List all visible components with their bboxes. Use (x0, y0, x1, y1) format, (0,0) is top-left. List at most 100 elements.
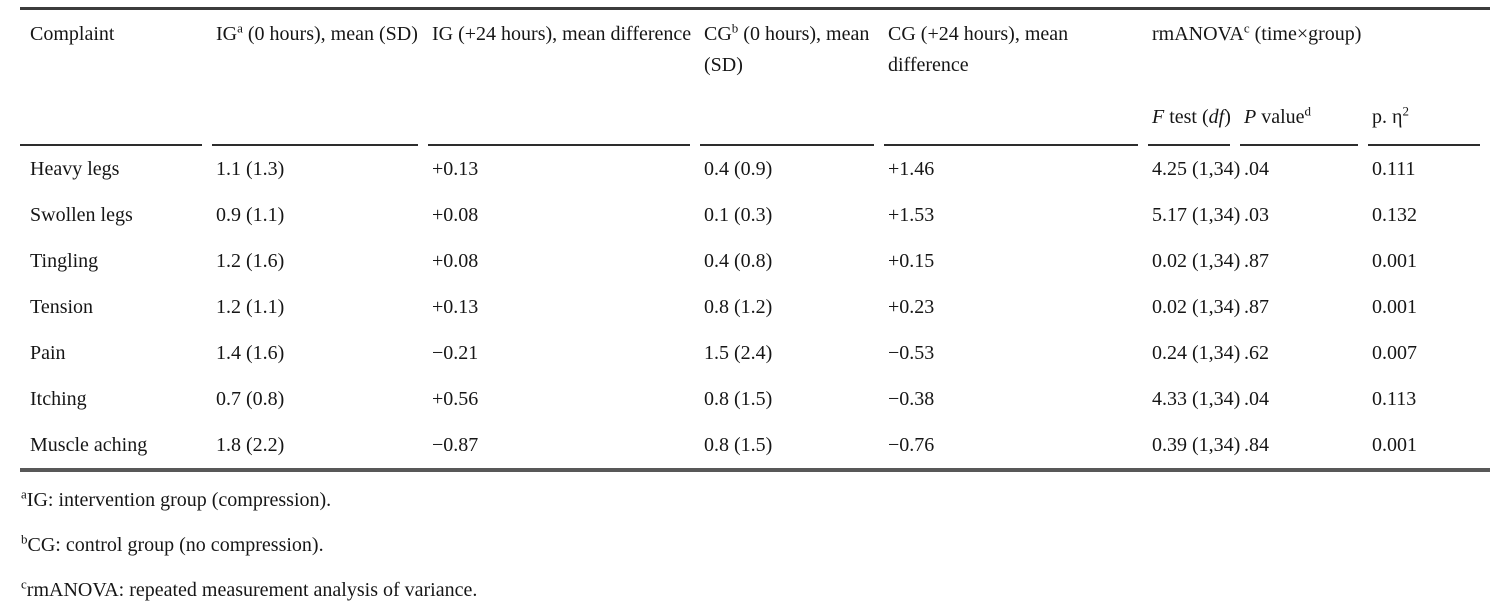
table-row-tension: Tension 1.2 (1.1) +0.13 0.8 (1.2) +0.23 … (20, 284, 1490, 330)
cell-complaint: Swollen legs (30, 203, 133, 226)
cell-f-test: 0.02 (1,34) (1152, 249, 1241, 272)
footnote-marker-c: c (1243, 20, 1250, 36)
cell-f-test: 0.24 (1,34) (1152, 341, 1241, 364)
cell-complaint: Pain (30, 341, 66, 364)
column-header-label: CG (704, 23, 732, 45)
footnote-marker-b: b (21, 531, 28, 547)
cell-cg-24h: +1.53 (888, 203, 935, 226)
cell-ig-24h: +0.08 (432, 249, 479, 272)
cell-ig-0h: 1.2 (1.6) (216, 249, 285, 272)
cell-p-value: .04 (1244, 157, 1269, 180)
column-header-p-value: P valued (1240, 94, 1368, 146)
column-header-label: Complaint (30, 23, 115, 45)
cell-cg-24h: −0.38 (888, 387, 935, 410)
cell-cg-0h: 0.4 (0.8) (704, 249, 773, 272)
column-header-label: df (1208, 106, 1225, 128)
column-header-ig-24h: IG (+24 hours), mean difference (428, 10, 700, 146)
table-body: Heavy legs 1.1 (1.3) +0.13 0.4 (0.9) +1.… (20, 146, 1490, 468)
column-header-label: IG (+24 hours), mean difference (432, 23, 692, 45)
cell-ig-0h: 0.9 (1.1) (216, 203, 285, 226)
cell-complaint: Tingling (30, 249, 99, 272)
cell-cg-24h: +0.23 (888, 295, 935, 318)
column-header-partial-eta-squared: p. η2 (1368, 94, 1490, 146)
footnote-marker-b: b (731, 20, 739, 36)
cell-cg-0h: 0.8 (1.5) (704, 387, 773, 410)
cell-cg-0h: 1.5 (2.4) (704, 341, 773, 364)
column-header-label: P (1244, 106, 1257, 128)
cell-cg-0h: 0.4 (0.9) (704, 157, 773, 180)
cell-complaint: Tension (30, 295, 94, 318)
cell-f-test: 4.25 (1,34) (1152, 157, 1241, 180)
footnote-marker-d: d (1304, 103, 1312, 119)
cell-cg-0h: 0.1 (0.3) (704, 203, 773, 226)
superscript-2: 2 (1402, 103, 1409, 119)
cell-p-value: .87 (1244, 295, 1269, 318)
column-header-rmanova-group: rmANOVAc (time×group) (1148, 10, 1490, 94)
cell-eta: 0.001 (1372, 295, 1417, 318)
cell-cg-24h: +0.15 (888, 249, 935, 272)
cell-ig-0h: 0.7 (0.8) (216, 387, 285, 410)
cell-p-value: .87 (1244, 249, 1269, 272)
column-header-label: (0 hours), mean (SD) (242, 23, 418, 45)
footnotes: aIG: intervention group (compression). b… (20, 478, 1490, 609)
table-row-itching: Itching 0.7 (0.8) +0.56 0.8 (1.5) −0.38 … (20, 376, 1490, 422)
cell-eta: 0.113 (1372, 387, 1417, 410)
column-header-f-test: F test (df) (1148, 94, 1240, 146)
cell-p-value: .03 (1244, 203, 1269, 226)
table-row-swollen-legs: Swollen legs 0.9 (1.1) +0.08 0.1 (0.3) +… (20, 192, 1490, 238)
cell-ig-0h: 1.2 (1.1) (216, 295, 285, 318)
cell-cg-0h: 0.8 (1.2) (704, 295, 773, 318)
column-header-cg-0h: CGb (0 hours), mean (SD) (700, 10, 884, 146)
footnote-text: CG: control group (no compression). (27, 534, 324, 556)
cell-ig-24h: +0.13 (432, 295, 479, 318)
cell-eta: 0.001 (1372, 433, 1417, 456)
cell-ig-24h: +0.08 (432, 203, 479, 226)
cell-ig-24h: −0.87 (432, 433, 479, 456)
column-header-label: F (1152, 106, 1165, 128)
column-header-label: value (1256, 106, 1305, 128)
cell-cg-24h: −0.76 (888, 433, 935, 456)
column-header-label: IG (216, 23, 238, 45)
cell-eta: 0.007 (1372, 341, 1417, 364)
footnote-marker-a: a (237, 20, 243, 36)
column-header-label: test ( (1164, 106, 1209, 128)
cell-ig-0h: 1.8 (2.2) (216, 433, 285, 456)
footnote-marker-c: c (21, 576, 27, 592)
footnote-b: bCG: control group (no compression). (21, 523, 1490, 568)
footnote-c: crmANOVA: repeated measurement analysis … (21, 568, 1490, 609)
cell-f-test: 4.33 (1,34) (1152, 387, 1241, 410)
cell-f-test: 0.39 (1,34) (1152, 433, 1241, 456)
footnote-marker-a: a (21, 486, 27, 502)
cell-p-value: .62 (1244, 341, 1269, 364)
table-row-pain: Pain 1.4 (1.6) −0.21 1.5 (2.4) −0.53 0.2… (20, 330, 1490, 376)
column-header-cg-24h: CG (+24 hours), mean difference (884, 10, 1148, 146)
table-row-tingling: Tingling 1.2 (1.6) +0.08 0.4 (0.8) +0.15… (20, 238, 1490, 284)
column-header-ig-0h: IGa (0 hours), mean (SD) (212, 10, 428, 146)
header-row-sub: F test (df) P valued p. η2 (20, 94, 1490, 146)
column-header-label: (0 hours), mean (SD) (704, 23, 870, 76)
cell-eta: 0.132 (1372, 203, 1417, 226)
cell-cg-24h: +1.46 (888, 157, 935, 180)
results-table: Complaint IGa (0 hours), mean (SD) IG (+… (20, 7, 1491, 472)
column-header-label: rmANOVA (1152, 23, 1244, 45)
cell-cg-24h: −0.53 (888, 341, 935, 364)
cell-f-test: 0.02 (1,34) (1152, 295, 1241, 318)
cell-p-value: .04 (1244, 387, 1269, 410)
cell-complaint: Heavy legs (30, 157, 120, 180)
cell-ig-0h: 1.1 (1.3) (216, 157, 285, 180)
cell-eta: 0.111 (1372, 157, 1416, 180)
column-header-label: p. η (1372, 106, 1403, 128)
footnote-text: rmANOVA: repeated measurement analysis o… (26, 579, 478, 601)
cell-cg-0h: 0.8 (1.5) (704, 433, 773, 456)
cell-ig-24h: +0.56 (432, 387, 479, 410)
column-header-label: (time×group) (1249, 23, 1362, 45)
table-row-muscle-aching: Muscle aching 1.8 (2.2) −0.87 0.8 (1.5) … (20, 422, 1490, 468)
footnote-text: IG: intervention group (compression). (26, 489, 332, 511)
cell-complaint: Muscle aching (30, 433, 148, 456)
table-row-heavy-legs: Heavy legs 1.1 (1.3) +0.13 0.4 (0.9) +1.… (20, 146, 1490, 192)
column-header-label: CG (+24 hours), mean difference (888, 23, 1069, 76)
cell-ig-24h: −0.21 (432, 341, 479, 364)
footnote-a: aIG: intervention group (compression). (21, 478, 1490, 523)
cell-f-test: 5.17 (1,34) (1152, 203, 1241, 226)
